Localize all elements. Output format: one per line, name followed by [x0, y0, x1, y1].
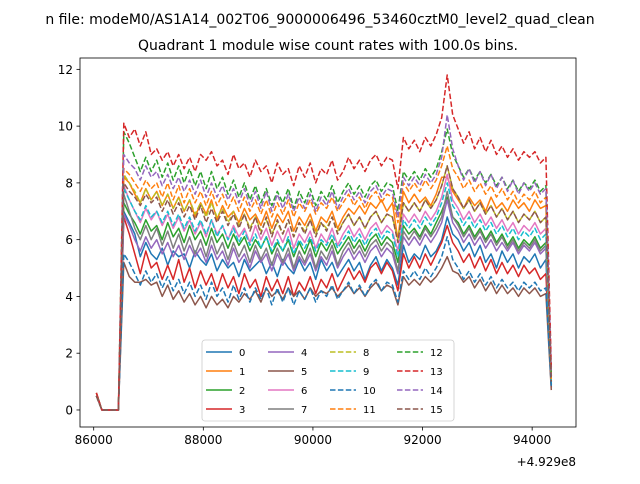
- series-line-13: [95, 74, 553, 411]
- chart-title: Quadrant 1 module wise count rates with …: [138, 38, 518, 54]
- series-line-8: [95, 165, 553, 411]
- x-tick-label: 86000: [75, 433, 113, 447]
- series-line-10: [95, 236, 553, 411]
- y-tick-label: 2: [65, 347, 73, 361]
- series-line-9: [95, 182, 553, 411]
- legend-label-1: 1: [239, 367, 245, 378]
- legend-label-13: 13: [430, 367, 443, 378]
- legend-label-11: 11: [363, 405, 376, 416]
- y-tick-label: 12: [58, 63, 73, 77]
- axes-frame: [79, 57, 577, 428]
- legend-label-8: 8: [363, 348, 369, 359]
- plot-lines: [95, 74, 553, 411]
- x-axis-offset-label: +4.929e8: [517, 455, 576, 469]
- series-line-2: [95, 196, 553, 411]
- x-axis: 86000 88000 90000 92000 94000: [75, 427, 551, 447]
- legend-label-5: 5: [301, 367, 307, 378]
- legend-label-0: 0: [239, 348, 245, 359]
- legend-label-10: 10: [363, 386, 376, 397]
- series-line-1: [95, 176, 553, 411]
- series-line-15: [95, 165, 553, 411]
- x-tick-label: 92000: [403, 433, 441, 447]
- series-line-4: [95, 199, 553, 411]
- legend-frame: [201, 339, 455, 422]
- y-tick-label: 6: [65, 233, 73, 247]
- legend-label-9: 9: [363, 367, 369, 378]
- y-tick-label: 8: [65, 176, 73, 190]
- legend-label-4: 4: [301, 348, 307, 359]
- legend-label-15: 15: [430, 405, 443, 416]
- x-tick-label: 94000: [513, 433, 551, 447]
- legend-label-3: 3: [239, 405, 245, 416]
- legend-label-12: 12: [430, 348, 443, 359]
- legend-label-2: 2: [239, 386, 245, 397]
- series-line-3: [95, 216, 553, 411]
- y-tick-label: 0: [65, 403, 73, 417]
- series-line-6: [95, 173, 553, 411]
- legend-label-6: 6: [301, 386, 307, 397]
- x-tick-label: 90000: [294, 433, 332, 447]
- series-line-12: [95, 128, 553, 411]
- y-tick-label: 4: [65, 290, 73, 304]
- y-axis: 0 2 4 6 8 10 12: [58, 63, 80, 417]
- series-line-14: [95, 114, 553, 411]
- x-tick-label: 88000: [184, 433, 222, 447]
- series-line-5: [95, 255, 553, 411]
- figure-suptitle: n file: modeM0/AS1A14_002T06_9000006496_…: [45, 12, 594, 28]
- y-tick-label: 10: [58, 120, 73, 134]
- legend-label-14: 14: [430, 386, 443, 397]
- legend-label-7: 7: [301, 405, 307, 416]
- series-line-7: [95, 190, 553, 411]
